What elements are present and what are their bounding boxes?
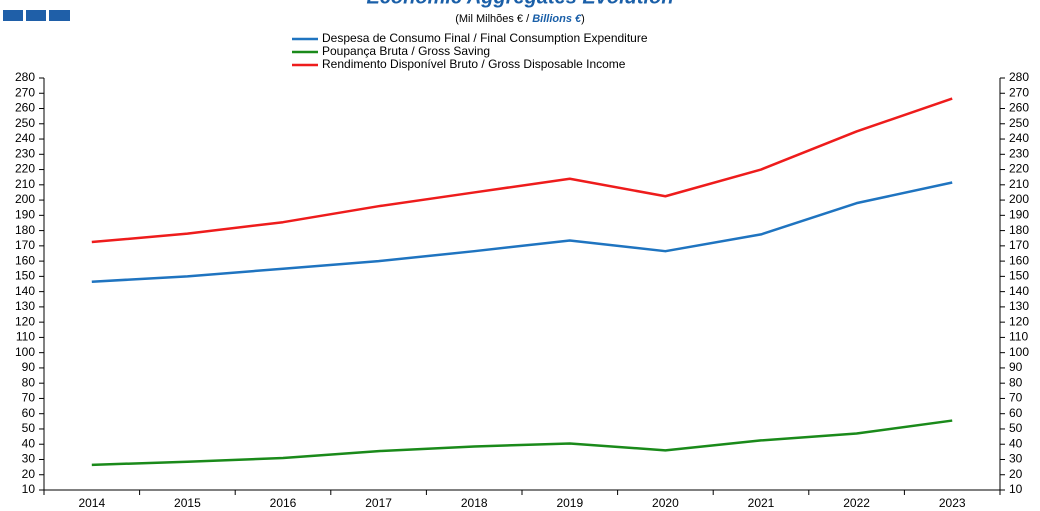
series-line <box>91 181 953 283</box>
y-tick-label-right: 270 <box>1009 85 1029 99</box>
y-tick-label: 200 <box>15 192 35 206</box>
y-tick-label: 130 <box>15 299 35 313</box>
y-tick-label: 20 <box>22 467 36 481</box>
y-tick-label-right: 230 <box>1009 146 1029 160</box>
y-tick-label-right: 160 <box>1009 253 1029 267</box>
y-tick-label: 30 <box>22 452 36 466</box>
y-tick-label: 10 <box>22 482 36 496</box>
logo-block <box>26 10 46 21</box>
y-tick-label: 190 <box>15 208 35 222</box>
y-tick-label: 260 <box>15 101 35 115</box>
y-tick-label: 210 <box>15 177 35 191</box>
y-tick-label-right: 140 <box>1009 284 1029 298</box>
y-tick-label-right: 60 <box>1009 406 1023 420</box>
y-tick-label: 100 <box>15 345 35 359</box>
x-tick-label: 2014 <box>78 496 105 510</box>
y-tick-label-right: 70 <box>1009 391 1023 405</box>
chart-title: Economic Aggregates Evolution <box>366 0 673 8</box>
y-tick-label-right: 240 <box>1009 131 1029 145</box>
series-line <box>91 97 953 244</box>
chart-subtitle: (Mil Milhões € / Billions €) <box>455 13 585 25</box>
y-tick-label-right: 280 <box>1009 70 1029 84</box>
y-tick-label: 50 <box>22 421 36 435</box>
y-tick-label-right: 30 <box>1009 452 1023 466</box>
y-tick-label: 250 <box>15 116 35 130</box>
y-tick-label: 140 <box>15 284 35 298</box>
y-tick-label-right: 210 <box>1009 177 1029 191</box>
subtitle-part: (Mil Milhões € / <box>455 13 532 25</box>
y-tick-label-right: 190 <box>1009 208 1029 222</box>
y-tick-label-right: 90 <box>1009 360 1023 374</box>
x-tick-label: 2022 <box>843 496 870 510</box>
y-tick-label: 160 <box>15 253 35 267</box>
x-tick-label: 2021 <box>748 496 775 510</box>
x-tick-label: 2023 <box>939 496 966 510</box>
y-tick-label-right: 80 <box>1009 375 1023 389</box>
x-tick-label: 2019 <box>556 496 583 510</box>
y-tick-label-right: 40 <box>1009 436 1023 450</box>
series-line <box>91 419 953 467</box>
y-tick-label-right: 120 <box>1009 314 1029 328</box>
y-tick-label-right: 180 <box>1009 223 1029 237</box>
y-tick-label-right: 10 <box>1009 482 1023 496</box>
logo-block <box>49 10 70 21</box>
x-tick-label: 2015 <box>174 496 201 510</box>
y-tick-label: 150 <box>15 269 35 283</box>
y-tick-label: 80 <box>22 375 36 389</box>
logo-block <box>3 10 23 21</box>
y-tick-label: 110 <box>16 330 35 344</box>
y-tick-label: 40 <box>22 436 36 450</box>
legend-label: Despesa de Consumo Final / Final Consump… <box>322 31 648 45</box>
y-tick-label-right: 250 <box>1009 116 1029 130</box>
x-tick-label: 2016 <box>270 496 297 510</box>
x-tick-label: 2018 <box>461 496 488 510</box>
legend-label: Rendimento Disponível Bruto / Gross Disp… <box>322 57 626 71</box>
y-tick-label-right: 170 <box>1009 238 1029 252</box>
y-tick-label-right: 50 <box>1009 421 1023 435</box>
y-tick-label: 270 <box>15 85 35 99</box>
x-tick-label: 2017 <box>365 496 392 510</box>
y-tick-label: 70 <box>22 391 36 405</box>
y-tick-label-right: 150 <box>1009 269 1029 283</box>
y-tick-label-right: 130 <box>1009 299 1029 313</box>
y-tick-label: 240 <box>15 131 35 145</box>
y-tick-label-right: 220 <box>1009 162 1029 176</box>
legend-label: Poupança Bruta / Gross Saving <box>322 44 490 58</box>
y-tick-label-right: 260 <box>1009 101 1029 115</box>
y-tick-label: 120 <box>15 314 35 328</box>
y-tick-label-right: 200 <box>1009 192 1029 206</box>
y-tick-label: 220 <box>15 162 35 176</box>
y-tick-label-right: 20 <box>1009 467 1023 481</box>
subtitle-part: ) <box>581 13 585 25</box>
y-tick-label: 180 <box>15 223 35 237</box>
y-tick-label: 280 <box>15 70 35 84</box>
y-tick-label: 170 <box>15 238 35 252</box>
y-tick-label-right: 100 <box>1009 345 1029 359</box>
y-tick-label: 230 <box>15 146 35 160</box>
subtitle-part: Billions € <box>532 13 582 25</box>
x-tick-label: 2020 <box>652 496 679 510</box>
y-tick-label-right: 110 <box>1009 330 1028 344</box>
y-tick-label: 90 <box>22 360 36 374</box>
y-tick-label: 60 <box>22 406 36 420</box>
